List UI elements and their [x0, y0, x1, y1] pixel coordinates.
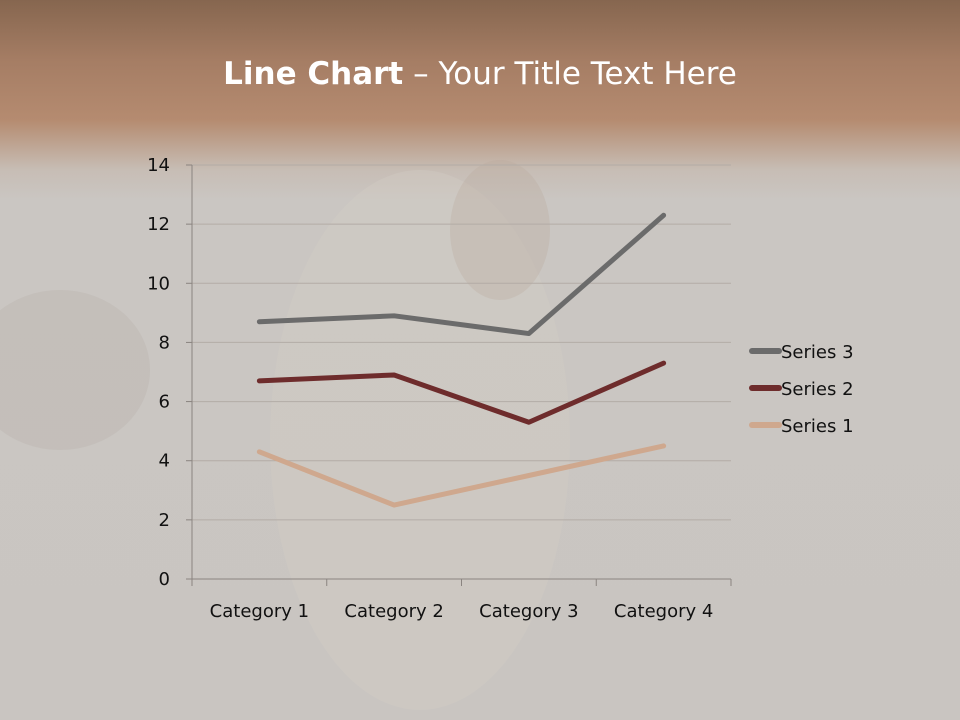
x-tick-label: Category 3 [479, 601, 578, 622]
series-line-1 [256, 443, 667, 508]
y-tick-label: 14 [147, 155, 170, 176]
title-bold: Line Chart [223, 56, 404, 92]
y-tick-label: 2 [159, 510, 170, 531]
x-tick-label: Category 4 [614, 601, 713, 622]
series-line-2 [256, 360, 667, 425]
title-rest: – Your Title Text Here [403, 56, 737, 92]
series-line-3 [256, 212, 667, 337]
y-tick-label: 10 [147, 273, 170, 294]
y-tick-label: 12 [147, 214, 170, 235]
slide-title: Line Chart – Your Title Text Here [0, 52, 960, 96]
legend-label: Series 1 [781, 416, 854, 437]
y-tick-label: 6 [159, 392, 170, 413]
y-tick-label: 4 [159, 451, 170, 472]
legend-label: Series 2 [781, 379, 854, 400]
legend-label: Series 3 [781, 342, 854, 363]
x-tick-label: Category 1 [210, 601, 309, 622]
y-tick-label: 0 [159, 569, 170, 590]
x-tick-label: Category 2 [344, 601, 443, 622]
y-tick-label: 8 [159, 332, 170, 353]
